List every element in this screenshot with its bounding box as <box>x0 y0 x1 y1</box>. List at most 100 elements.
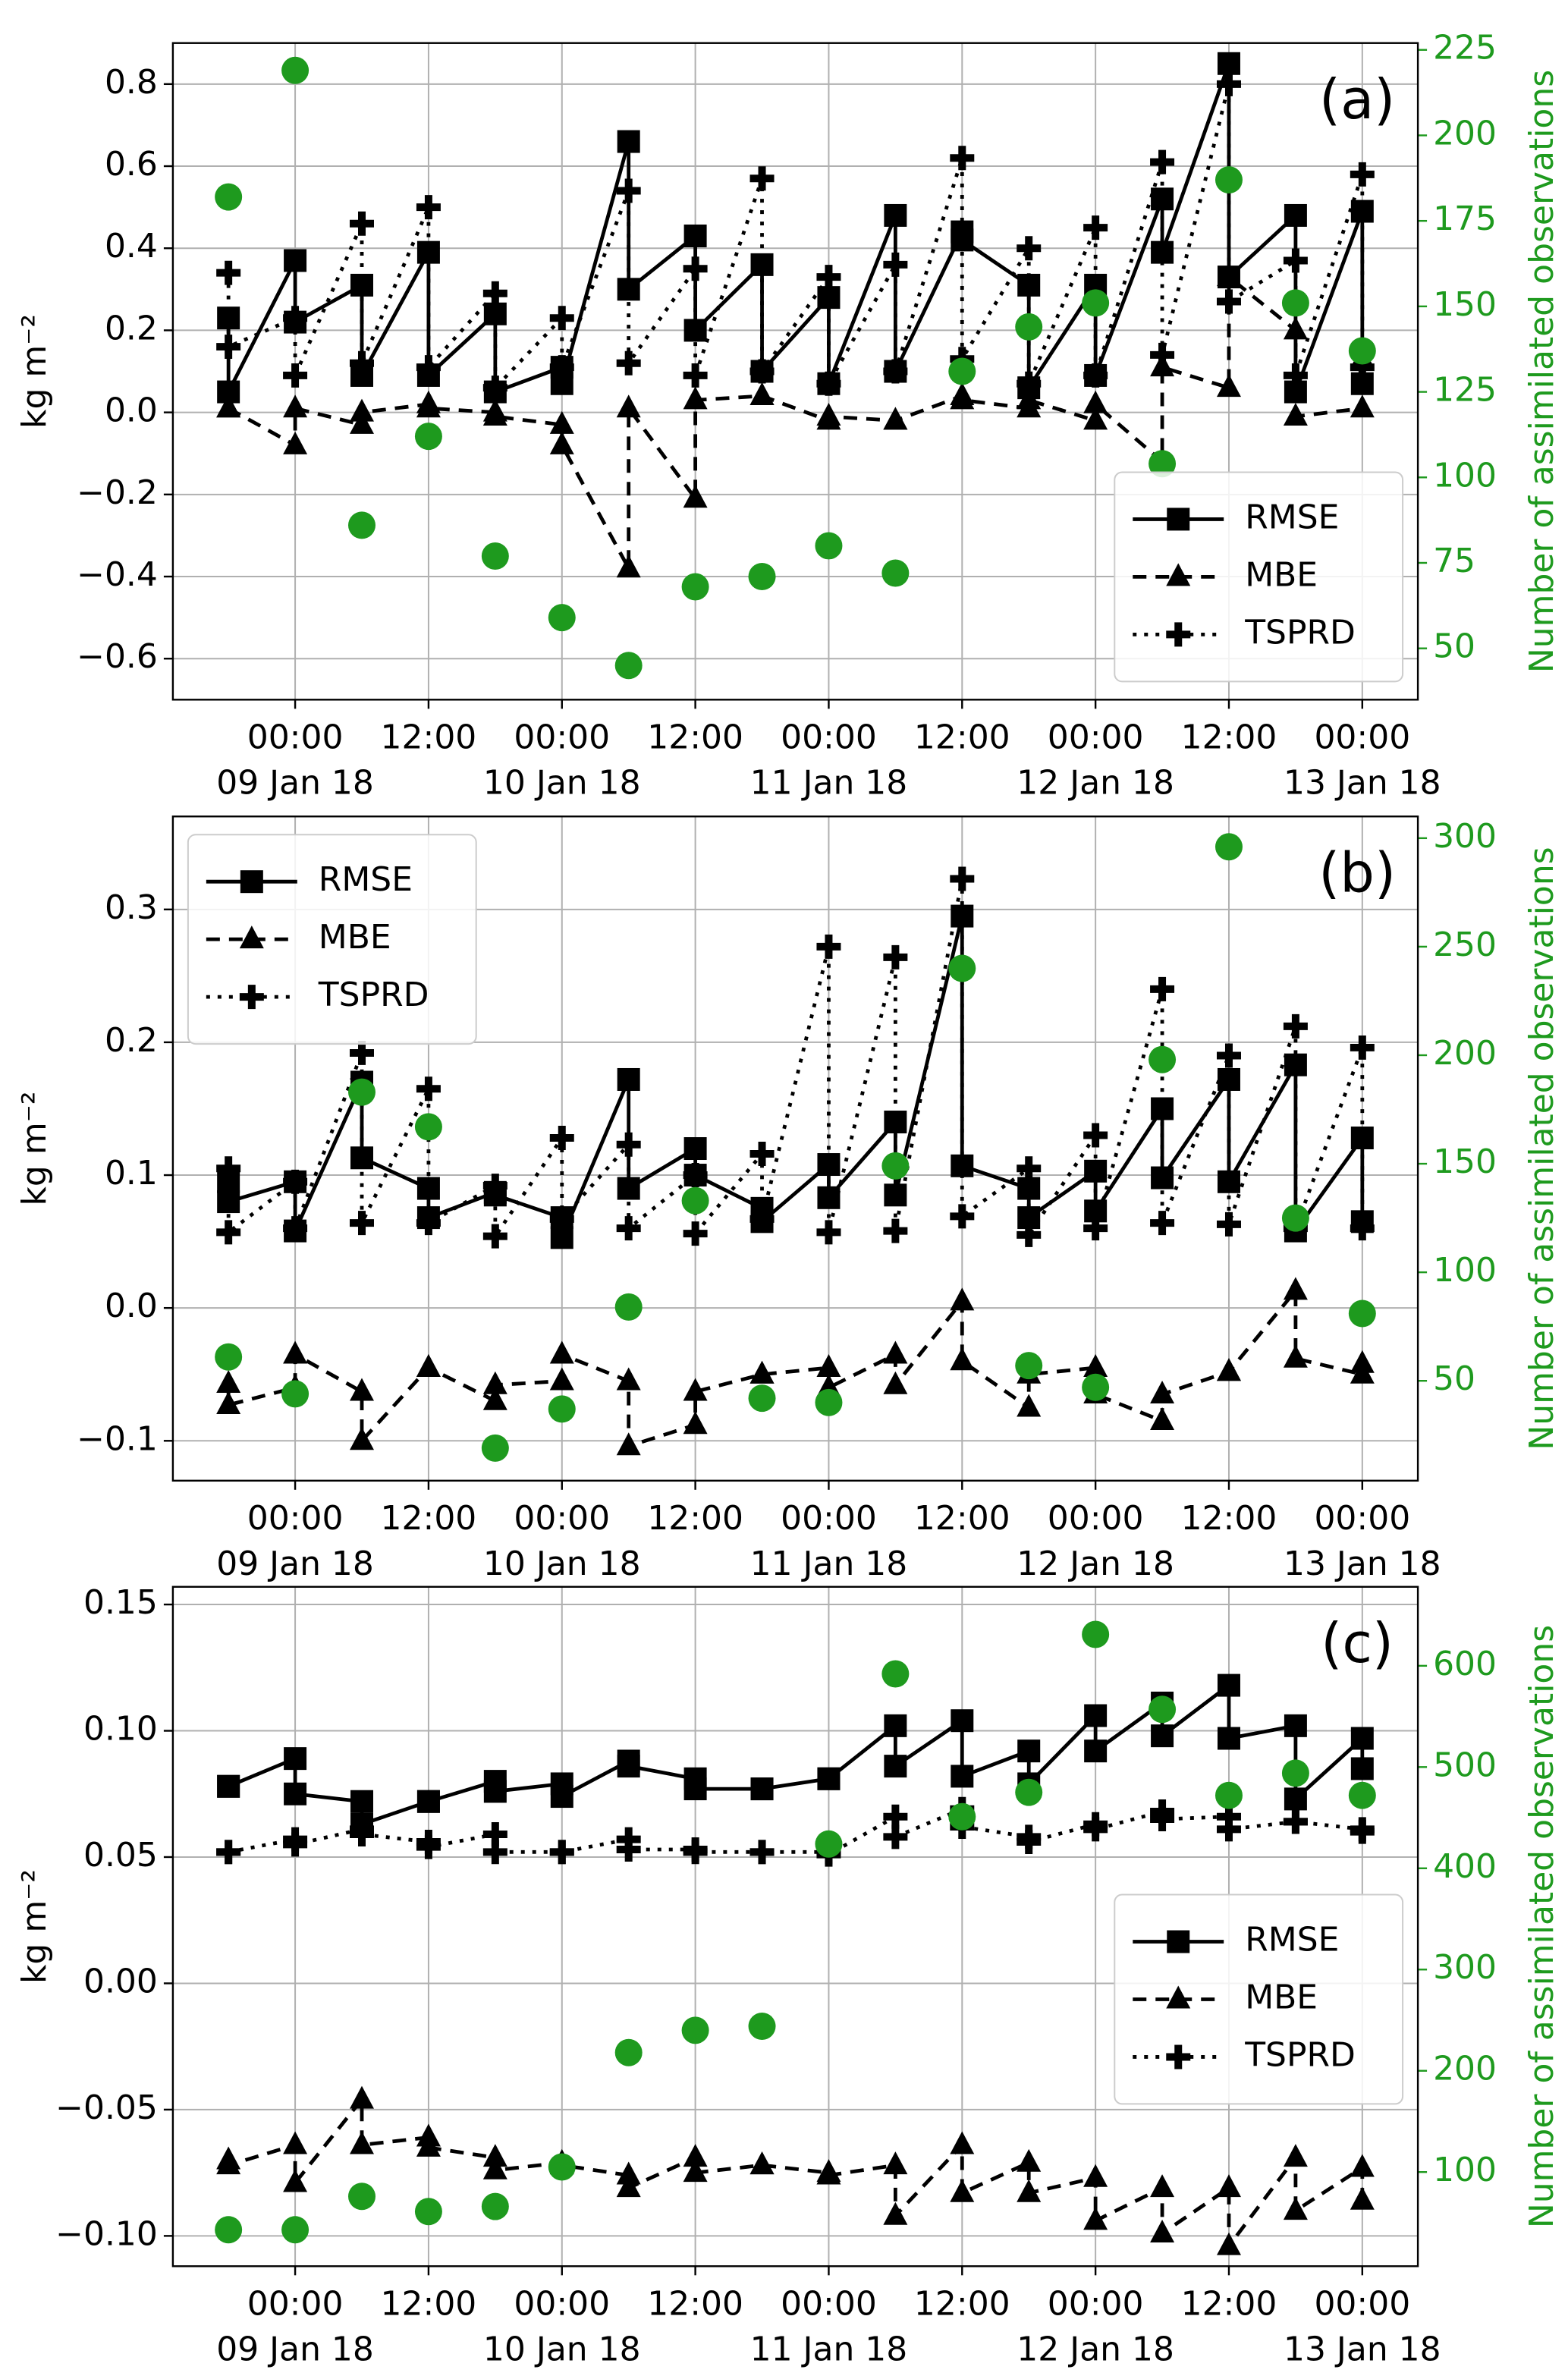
plus-marker <box>1150 1211 1175 1236</box>
triangle-marker <box>950 2179 975 2202</box>
plus-marker <box>216 335 241 360</box>
plus-marker <box>1017 1830 1042 1854</box>
triangle-marker <box>549 410 574 434</box>
triangle-marker <box>1350 1350 1375 1373</box>
y-tick-label: −0.2 <box>77 473 158 512</box>
triangle-marker <box>1017 386 1042 410</box>
y-tick-label: 0.4 <box>105 227 158 266</box>
plus-marker <box>616 350 641 376</box>
circle-marker <box>1149 1695 1177 1724</box>
y2-tick-label: 600 <box>1433 1645 1497 1683</box>
triangle-marker <box>1216 2174 1241 2198</box>
triangle-marker <box>1150 2174 1175 2198</box>
x-tick-label: 00:00 <box>781 718 877 756</box>
legend-label: MBE <box>1245 555 1318 594</box>
series-line <box>226 878 1365 1243</box>
plus-marker <box>482 376 507 401</box>
plus-marker <box>1216 1211 1241 1237</box>
plus-marker <box>283 1169 308 1194</box>
x-tick-label: 12:00 <box>1181 1499 1277 1538</box>
plus-marker <box>1283 1014 1308 1039</box>
x-tick-label: 12:00 <box>914 2284 1010 2323</box>
x-tick-date: 11 Jan 18 <box>750 2330 908 2368</box>
circle-marker <box>281 2216 310 2244</box>
y2-tick-label: 200 <box>1433 114 1497 152</box>
series-line <box>226 62 1365 395</box>
x-tick-date: 10 Jan 18 <box>483 2330 641 2368</box>
triangle-marker <box>1283 316 1308 340</box>
y-tick-label: −0.4 <box>77 555 158 594</box>
triangle-marker <box>683 2159 708 2183</box>
plus-marker <box>683 1221 708 1246</box>
triangle-marker <box>1350 394 1375 418</box>
square-marker <box>884 1755 907 1778</box>
circle-marker <box>881 1660 910 1688</box>
circle-marker <box>881 559 910 587</box>
plus-marker <box>283 1832 308 1857</box>
x-tick-label: 00:00 <box>1314 718 1410 756</box>
triangle-marker <box>749 1360 775 1384</box>
x-tick-label: 00:00 <box>1048 718 1144 756</box>
plus-marker <box>1216 1043 1241 1068</box>
circle-marker <box>414 423 442 451</box>
square-marker <box>550 1785 573 1809</box>
x-tick-label: 12:00 <box>381 718 477 756</box>
square-marker <box>1167 508 1190 531</box>
triangle-marker <box>1017 2179 1042 2202</box>
triangle-marker <box>283 2131 308 2154</box>
plus-marker <box>1150 342 1175 367</box>
triangle-marker <box>283 431 308 454</box>
plus-marker <box>883 944 908 970</box>
triangle-marker <box>1083 2164 1108 2187</box>
plot-frame <box>171 816 1419 1482</box>
triangle-marker <box>683 2144 708 2167</box>
legend-label: TSPRD <box>318 976 429 1014</box>
circle-marker <box>1348 1781 1376 1809</box>
circle-marker <box>614 2038 643 2066</box>
y2-tick-label: 250 <box>1433 926 1497 964</box>
plus-marker <box>350 350 374 376</box>
x-tick-date: 09 Jan 18 <box>216 763 374 802</box>
square-marker <box>683 1137 707 1161</box>
plus-marker <box>616 1837 641 1862</box>
triangle-marker <box>616 2174 641 2198</box>
triangle-marker <box>239 926 264 949</box>
square-marker <box>1284 1787 1307 1811</box>
square-marker <box>350 1790 373 1813</box>
y-tick-label: −0.1 <box>77 1419 158 1458</box>
y-tick-label: 0.1 <box>105 1154 158 1193</box>
circle-marker <box>215 1343 243 1371</box>
plus-marker <box>1283 248 1308 273</box>
square-marker <box>284 1747 307 1771</box>
plus-marker <box>482 1174 507 1199</box>
plus-marker <box>283 363 308 388</box>
plus-marker <box>749 1142 775 1167</box>
triangle-marker <box>749 2151 775 2175</box>
y-tick-label: 0.15 <box>83 1583 158 1622</box>
circle-marker <box>748 2013 776 2040</box>
y-tick-label: 0.2 <box>105 1021 158 1060</box>
y-axis-label: kg m⁻² <box>15 1092 54 1206</box>
plus-marker <box>482 281 507 306</box>
plus-marker <box>549 1126 574 1151</box>
plus-marker <box>1150 149 1175 174</box>
triangle-marker <box>549 1340 574 1364</box>
circle-marker <box>1082 1373 1110 1401</box>
circle-marker <box>1281 1204 1309 1232</box>
circle-marker <box>548 604 576 632</box>
circle-marker <box>1214 833 1243 861</box>
square-marker <box>1084 1704 1108 1727</box>
triangle-marker <box>883 2151 908 2175</box>
x-tick-label: 00:00 <box>514 2284 610 2323</box>
y2-tick-label: 100 <box>1433 2151 1497 2189</box>
y2-tick-label: 50 <box>1433 1359 1475 1398</box>
plus-marker <box>549 306 574 331</box>
x-tick-label: 00:00 <box>247 1499 344 1538</box>
plus-marker <box>683 1840 708 1865</box>
plus-marker <box>816 371 841 396</box>
triangle-marker <box>416 1353 441 1377</box>
y-tick-label: 0.00 <box>83 1962 158 2000</box>
plus-marker <box>1017 1156 1042 1181</box>
circle-marker <box>681 1186 709 1215</box>
